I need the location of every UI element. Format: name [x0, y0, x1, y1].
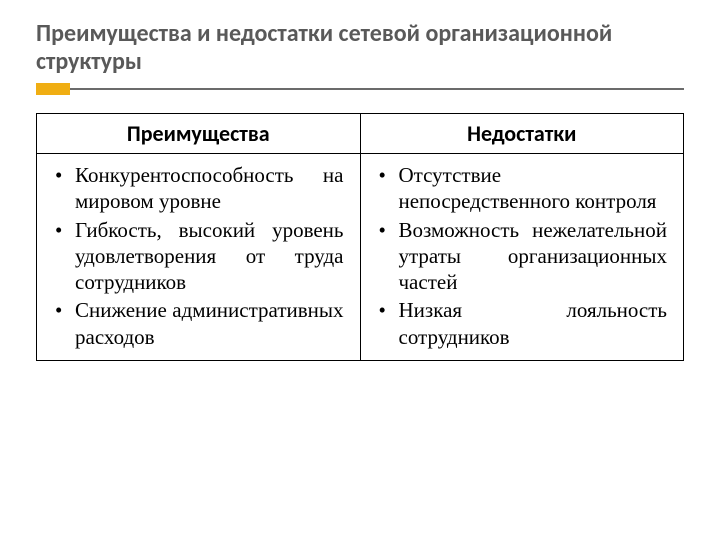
accent-box-icon: [36, 83, 70, 95]
comparison-table: Преимущества Недостатки Конкурентоспособ…: [36, 113, 684, 361]
disadvantages-list: Отсутствие непосредственного контроля Во…: [377, 162, 668, 350]
title-block: Преимущества и недостатки сетевой органи…: [36, 20, 684, 95]
list-item: Возможность нежелательной утраты организ…: [377, 217, 668, 296]
cell-disadvantages: Отсутствие непосредственного контроля Во…: [360, 154, 684, 361]
list-item: Гибкость, высокий уровень удовлетворения…: [53, 217, 344, 296]
accent-rule-icon: [70, 88, 684, 90]
advantages-list: Конкурентоспособность на мировом уровне …: [53, 162, 344, 350]
slide: Преимущества и недостатки сетевой органи…: [0, 0, 720, 381]
header-advantages: Преимущества: [37, 114, 361, 154]
table-header-row: Преимущества Недостатки: [37, 114, 684, 154]
page-title: Преимущества и недостатки сетевой органи…: [36, 20, 684, 83]
header-disadvantages: Недостатки: [360, 114, 684, 154]
list-item: Отсутствие непосредственного контроля: [377, 162, 668, 215]
table-row: Конкурентоспособность на мировом уровне …: [37, 154, 684, 361]
list-item: Конкурентоспособность на мировом уровне: [53, 162, 344, 215]
list-item: Низкая лояльность сотрудников: [377, 297, 668, 350]
accent-line: [36, 83, 684, 95]
list-item: Снижение административных расходов: [53, 297, 344, 350]
cell-advantages: Конкурентоспособность на мировом уровне …: [37, 154, 361, 361]
